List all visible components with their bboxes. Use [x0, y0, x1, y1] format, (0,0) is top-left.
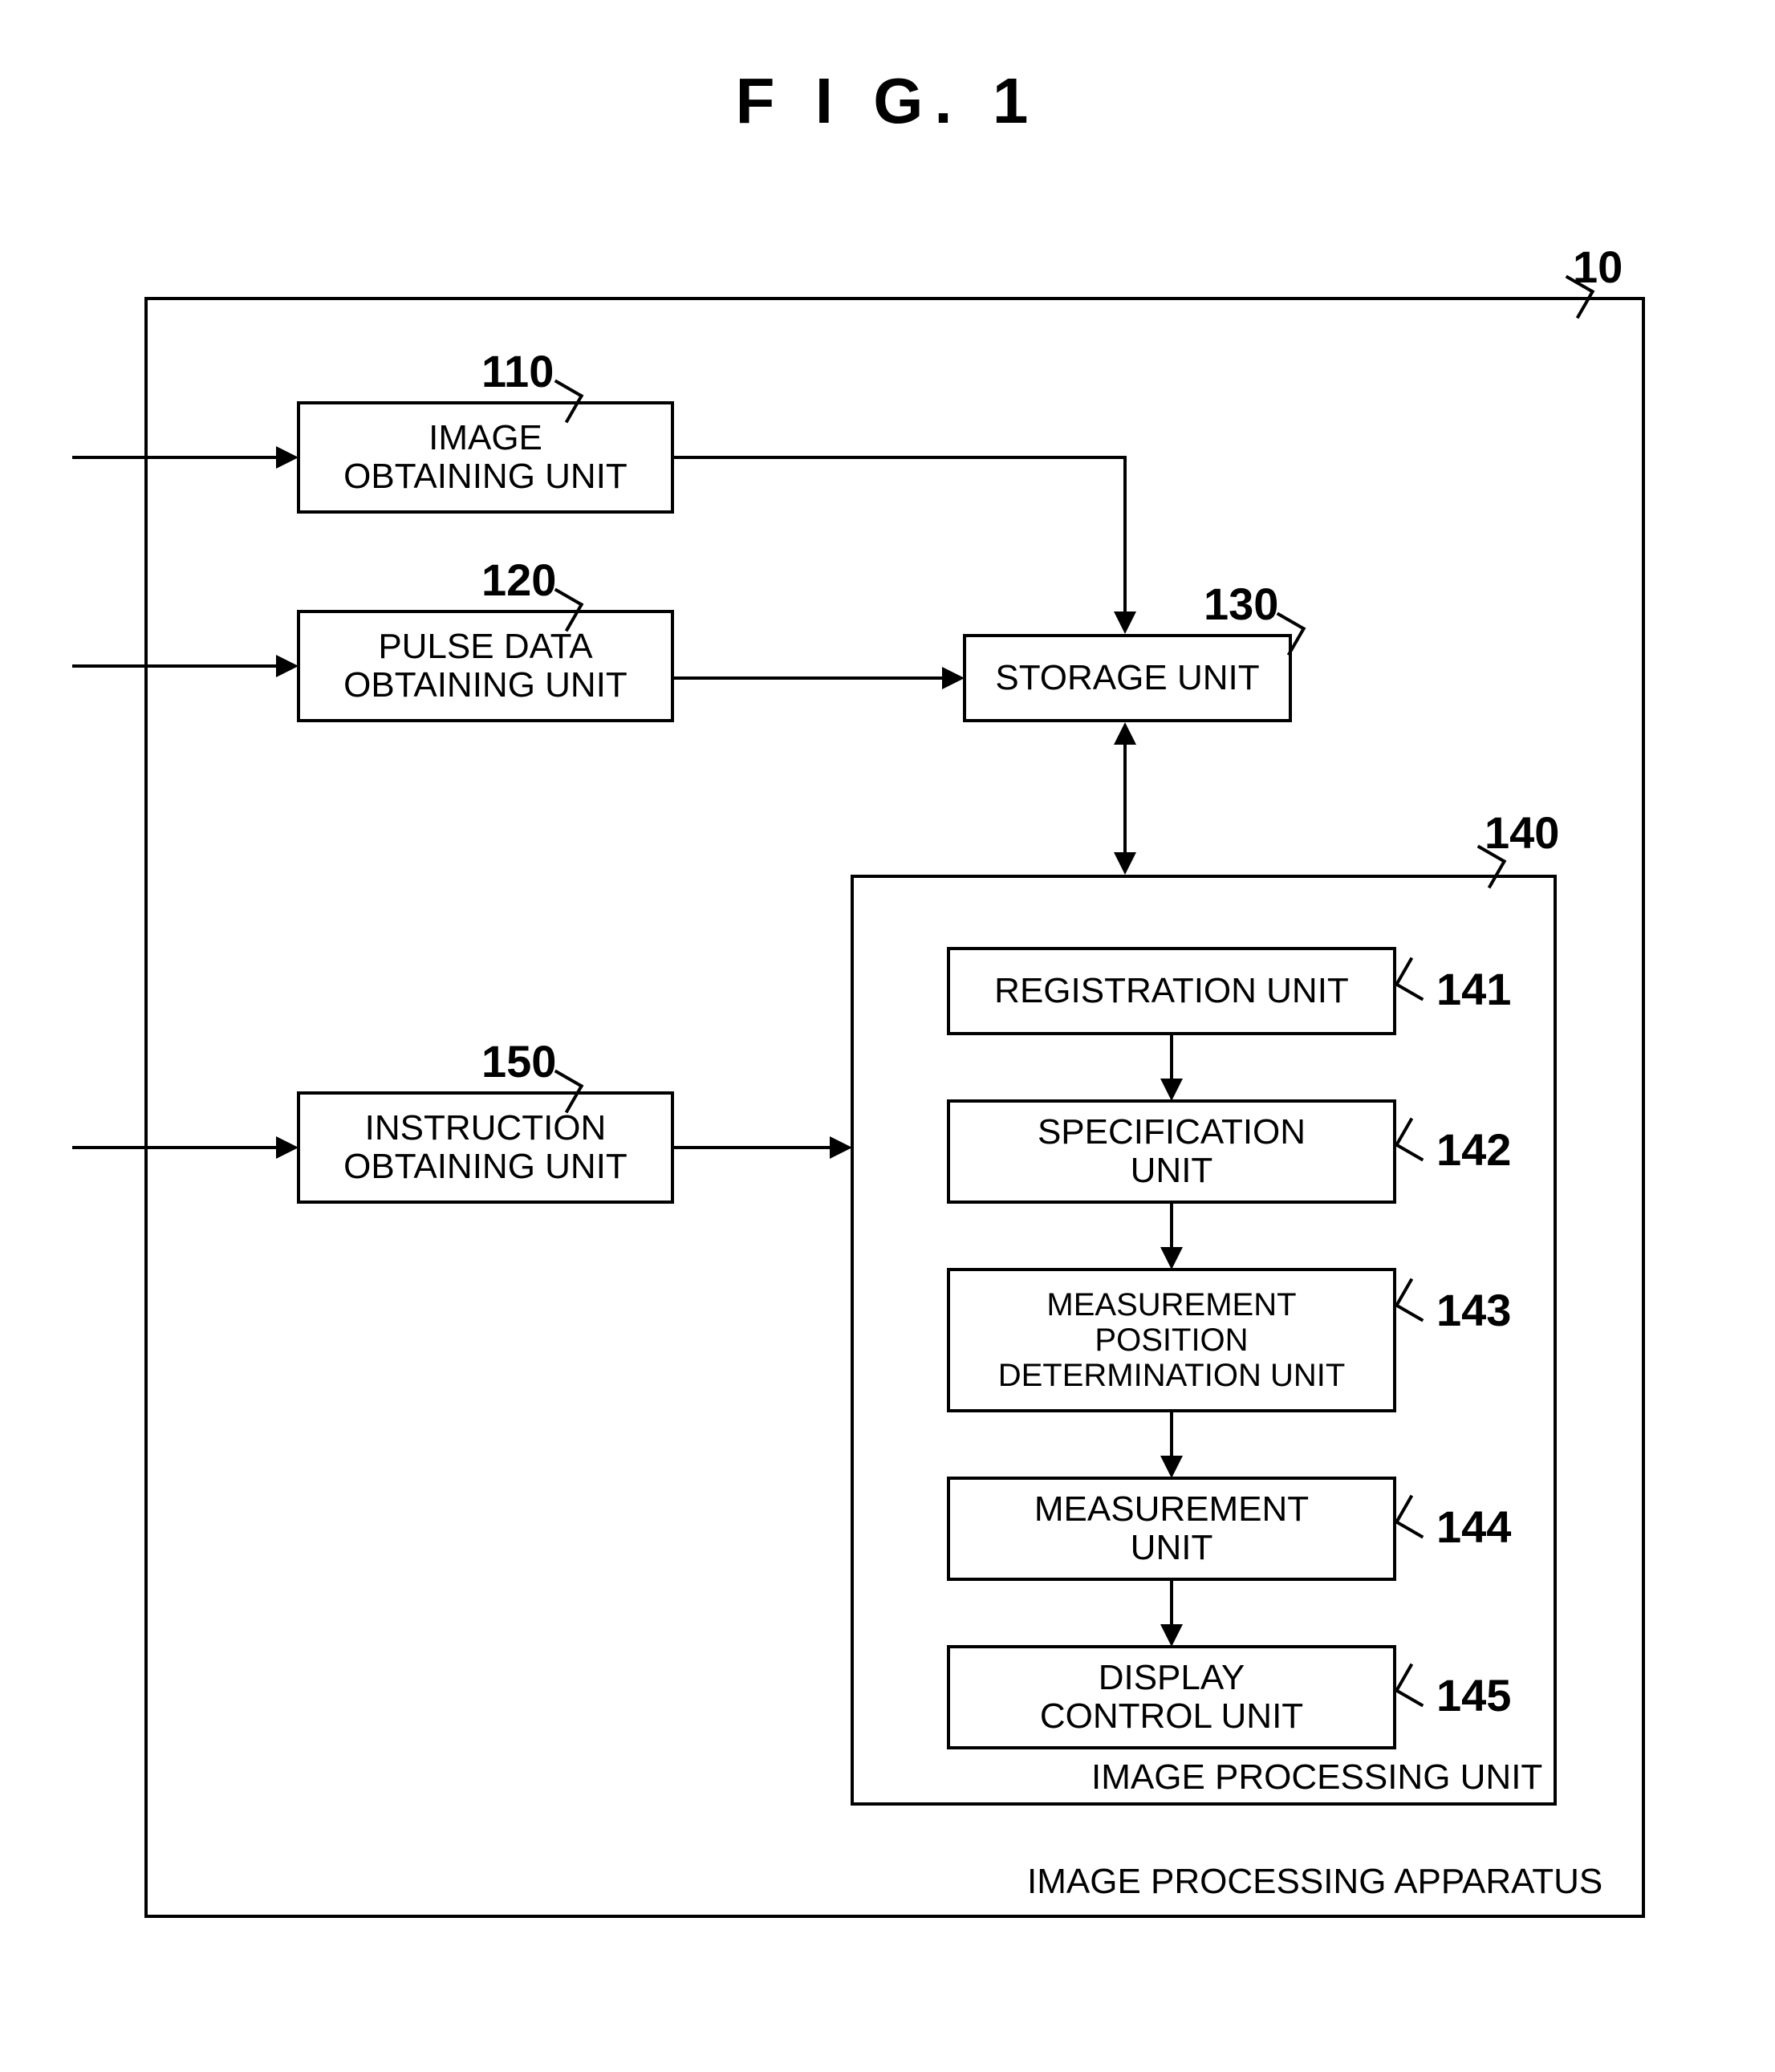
storage-unit: STORAGE UNIT [963, 634, 1292, 722]
apparatus-label: IMAGE PROCESSING APPARATUS [1027, 1862, 1602, 1902]
edge-143-144-head [1160, 1456, 1183, 1478]
ext-arrow-120-head [276, 655, 299, 677]
display-control-unit: DISPLAY CONTROL UNIT [947, 1645, 1396, 1749]
figure-title: F I G. 1 [0, 64, 1775, 138]
ext-arrow-110-head [276, 446, 299, 469]
edge-120-130 [674, 676, 947, 680]
edge-110-130-h [674, 456, 1127, 459]
measurement-position-determination-unit: MEASUREMENT POSITION DETERMINATION UNIT [947, 1268, 1396, 1412]
ext-arrow-150-line [72, 1146, 281, 1149]
ref-142: 142 [1436, 1123, 1511, 1176]
instruction-obtaining-unit: INSTRUCTION OBTAINING UNIT [297, 1091, 674, 1204]
edge-110-130-v [1123, 456, 1127, 616]
edge-144-145 [1170, 1581, 1173, 1629]
edge-150-140 [674, 1146, 835, 1149]
ext-arrow-150-head [276, 1136, 299, 1159]
ref-150: 150 [481, 1035, 556, 1087]
ext-arrow-110-line [72, 456, 281, 459]
processing-unit-label: IMAGE PROCESSING UNIT [1091, 1757, 1542, 1798]
ref-143: 143 [1436, 1284, 1511, 1336]
ref-141: 141 [1436, 963, 1511, 1015]
edge-120-130-head [942, 667, 965, 689]
edge-141-142-head [1160, 1079, 1183, 1101]
edge-150-140-head [830, 1136, 852, 1159]
ref-110: 110 [481, 345, 554, 397]
edge-142-143-head [1160, 1247, 1183, 1270]
edge-130-140 [1123, 738, 1127, 859]
edge-141-142 [1170, 1035, 1173, 1083]
registration-unit: REGISTRATION UNIT [947, 947, 1396, 1035]
image-obtaining-unit: IMAGE OBTAINING UNIT [297, 401, 674, 514]
pulse-data-obtaining-unit: PULSE DATA OBTAINING UNIT [297, 610, 674, 722]
ref-144: 144 [1436, 1501, 1511, 1553]
measurement-unit: MEASUREMENT UNIT [947, 1477, 1396, 1581]
edge-143-144 [1170, 1412, 1173, 1461]
edge-144-145-head [1160, 1624, 1183, 1647]
specification-unit: SPECIFICATION UNIT [947, 1099, 1396, 1204]
ref-120: 120 [481, 554, 556, 606]
edge-130-140-down [1114, 852, 1136, 875]
edge-142-143 [1170, 1204, 1173, 1252]
edge-110-130-head [1114, 611, 1136, 634]
ext-arrow-120-line [72, 664, 281, 668]
ref-130: 130 [1204, 578, 1278, 630]
edge-130-140-up [1114, 722, 1136, 745]
ref-140: 140 [1485, 806, 1559, 859]
ref-145: 145 [1436, 1669, 1511, 1721]
